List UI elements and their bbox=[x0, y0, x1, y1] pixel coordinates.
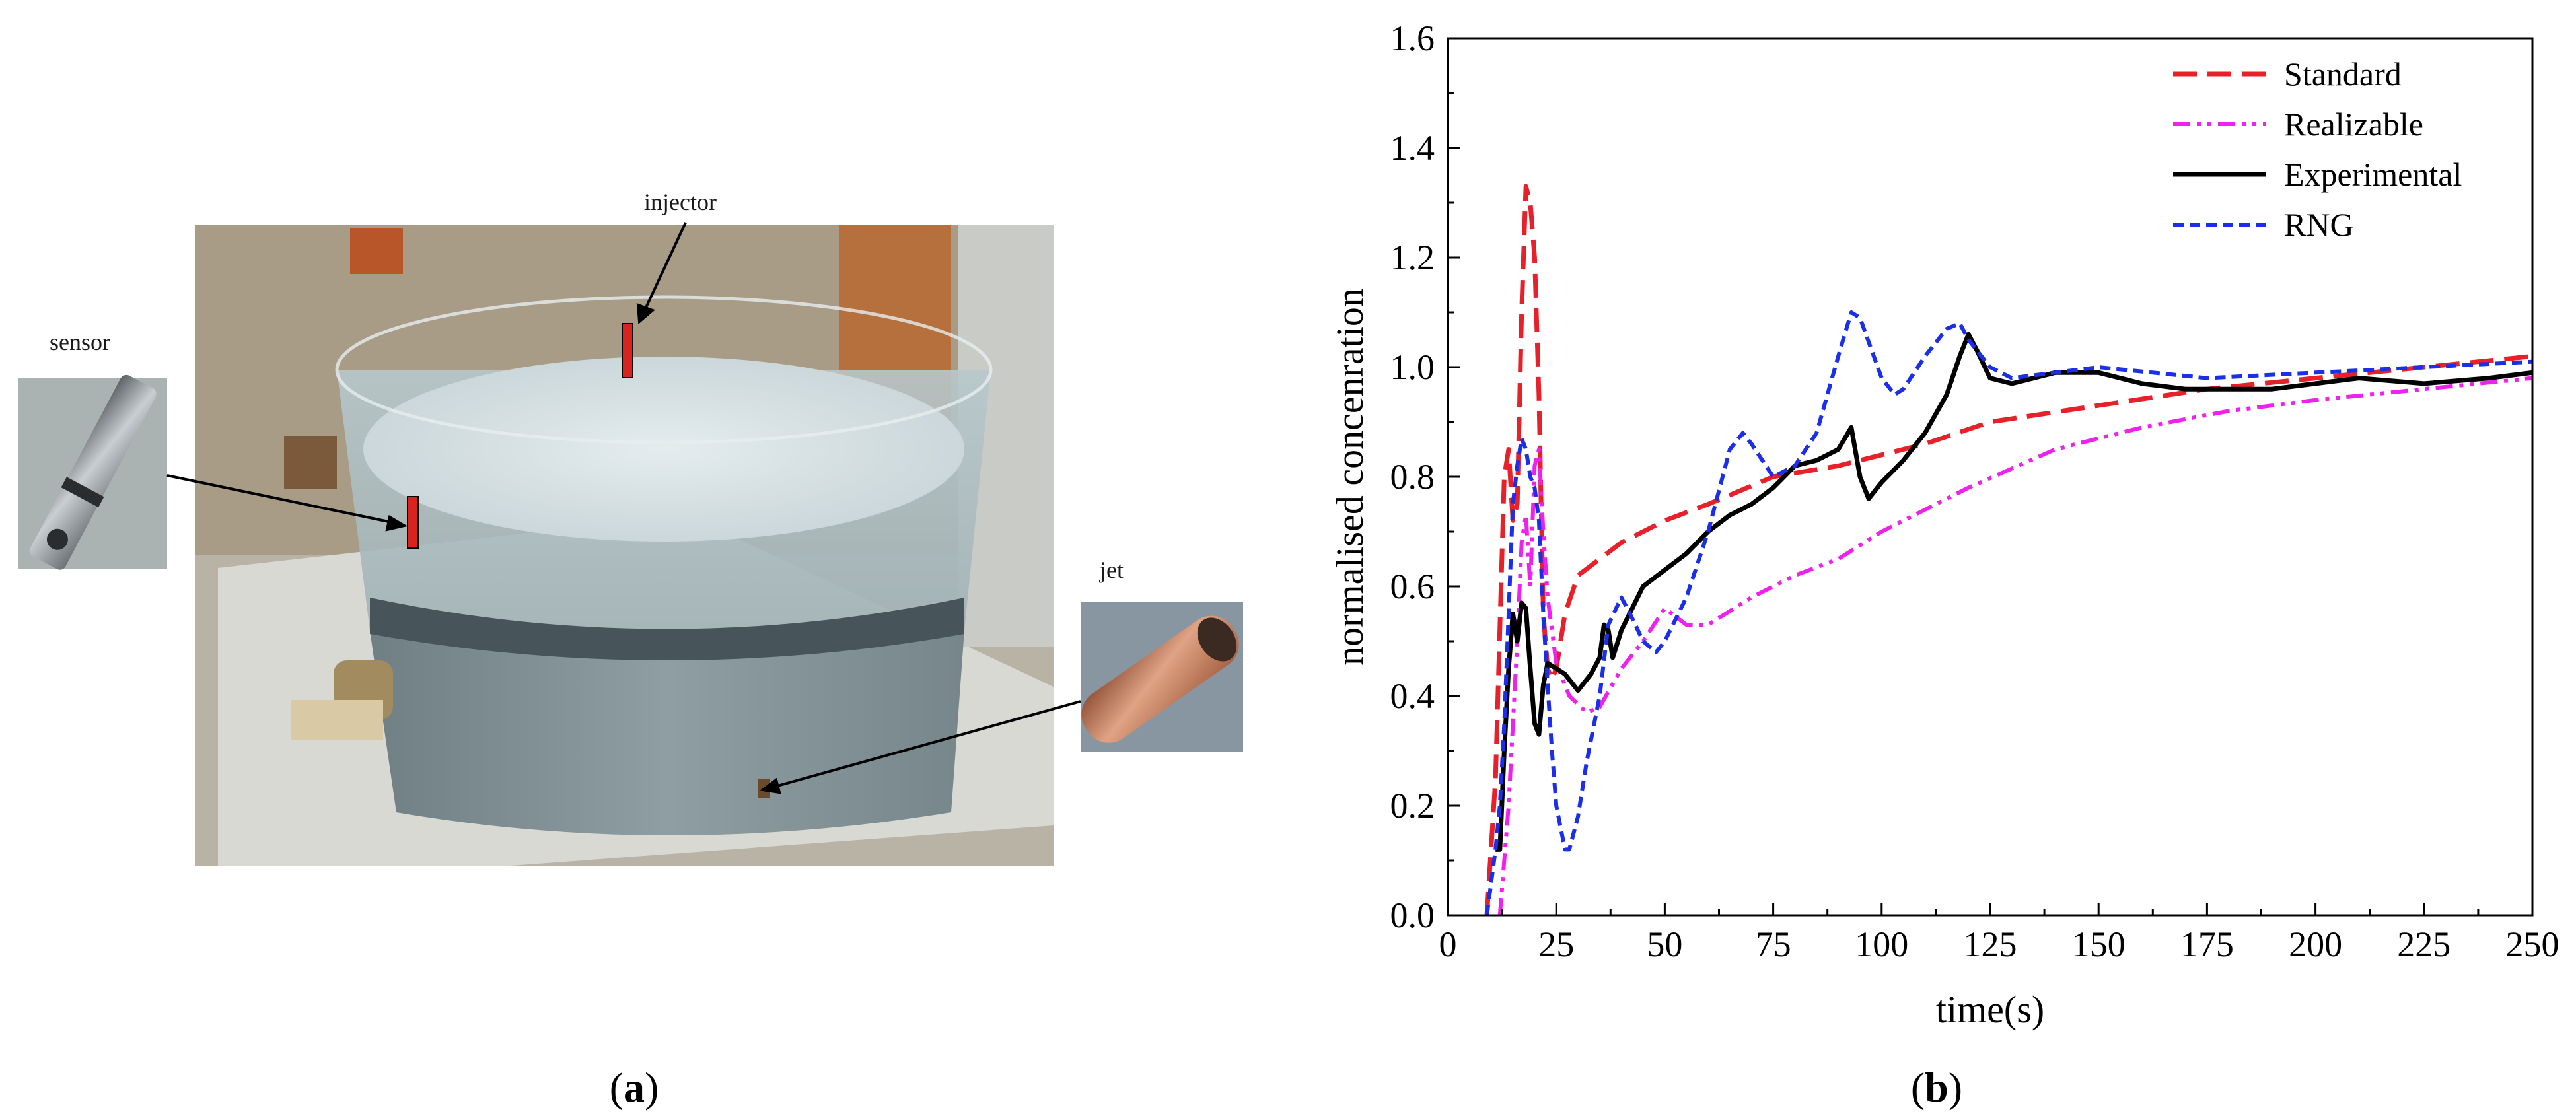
jet-inset bbox=[1081, 602, 1243, 752]
caption-b: (b) bbox=[1911, 1064, 1962, 1111]
sensor-marker bbox=[407, 496, 419, 549]
legend-label-standard: Standard bbox=[2284, 55, 2402, 92]
x-tick-label: 125 bbox=[1964, 925, 2017, 964]
y-tick-label: 0.6 bbox=[1390, 567, 1435, 606]
plot-area: 0 25 50 75 100 125 150 175 200 225 250 0.0 0.2 0.4 0.6… bbox=[1390, 18, 2559, 964]
power-board bbox=[284, 436, 337, 489]
x-tick-label: 75 bbox=[1756, 925, 1791, 964]
injector-marker bbox=[622, 323, 633, 378]
x-tick-label: 0 bbox=[1439, 925, 1457, 964]
series-line-realizable bbox=[1497, 376, 2533, 916]
sensor-arrow bbox=[166, 474, 396, 524]
tank-lower-wall bbox=[370, 631, 964, 835]
setup-photo bbox=[195, 225, 1054, 866]
tick-layer: 0 25 50 75 100 125 150 175 200 225 250 0.0 0.2 0.4 0.6… bbox=[1390, 18, 2559, 964]
callout-arrows bbox=[166, 222, 1081, 794]
x-tick-label: 25 bbox=[1538, 925, 1574, 964]
legend-label-realizable: Realizable bbox=[2284, 106, 2423, 143]
series-layer bbox=[1484, 184, 2533, 916]
y-tick-label: 1.4 bbox=[1390, 128, 1435, 168]
y-tick-label: 0.2 bbox=[1390, 786, 1435, 825]
x-tick-label: 100 bbox=[1855, 925, 1908, 964]
x-tick-label: 175 bbox=[2180, 925, 2234, 964]
sensor-inset bbox=[18, 374, 167, 570]
y-tick-label: 0.8 bbox=[1390, 457, 1435, 497]
y-tick-label: 1.0 bbox=[1390, 347, 1435, 387]
jet-label: jet bbox=[1098, 557, 1124, 583]
injector-arrow bbox=[643, 222, 687, 312]
tank-rim bbox=[335, 295, 993, 444]
water-surface bbox=[363, 357, 964, 542]
y-tick-label: 0.4 bbox=[1390, 676, 1435, 716]
sensor-label: sensor bbox=[50, 329, 110, 355]
x-tick-label: 200 bbox=[2289, 925, 2342, 964]
sensor-arrowhead bbox=[385, 514, 408, 532]
legend-label-experimental: Experimental bbox=[2284, 156, 2462, 193]
caption-a: (a) bbox=[610, 1064, 659, 1111]
x-tick-label: 250 bbox=[2506, 925, 2559, 964]
series-line-rng bbox=[1485, 310, 2533, 916]
legend: Standard Realizable Experimental RNG bbox=[2173, 55, 2462, 243]
x-tick-label: 225 bbox=[2397, 925, 2451, 964]
x-tick-label: 150 bbox=[2072, 925, 2126, 964]
injector-label: injector bbox=[644, 189, 717, 215]
panel-a: injector sensor jet (a) bbox=[18, 189, 1243, 1111]
y-tick-label: 1.6 bbox=[1390, 18, 1435, 58]
legend-label-rng: RNG bbox=[2284, 206, 2354, 243]
injector-arrowhead bbox=[636, 303, 655, 325]
x-tick-label: 50 bbox=[1647, 925, 1682, 964]
series-line-experimental bbox=[1495, 332, 2533, 852]
x-axis-title: time(s) bbox=[1936, 988, 2044, 1031]
panel-b: 0 25 50 75 100 125 150 175 200 225 250 0.0 0.2 0.4 0.6… bbox=[1328, 18, 2559, 1111]
y-tick-label: 0.0 bbox=[1390, 895, 1435, 935]
jet-arrow bbox=[772, 700, 1081, 788]
y-axis-title: normalised concenration bbox=[1328, 288, 1371, 666]
motor-board bbox=[291, 700, 383, 740]
series-line-standard bbox=[1484, 184, 2533, 916]
y-tick-label: 1.2 bbox=[1390, 238, 1435, 277]
jet-arrowhead bbox=[760, 777, 781, 794]
tank-dark-band bbox=[370, 598, 964, 660]
orange-box bbox=[350, 228, 403, 274]
